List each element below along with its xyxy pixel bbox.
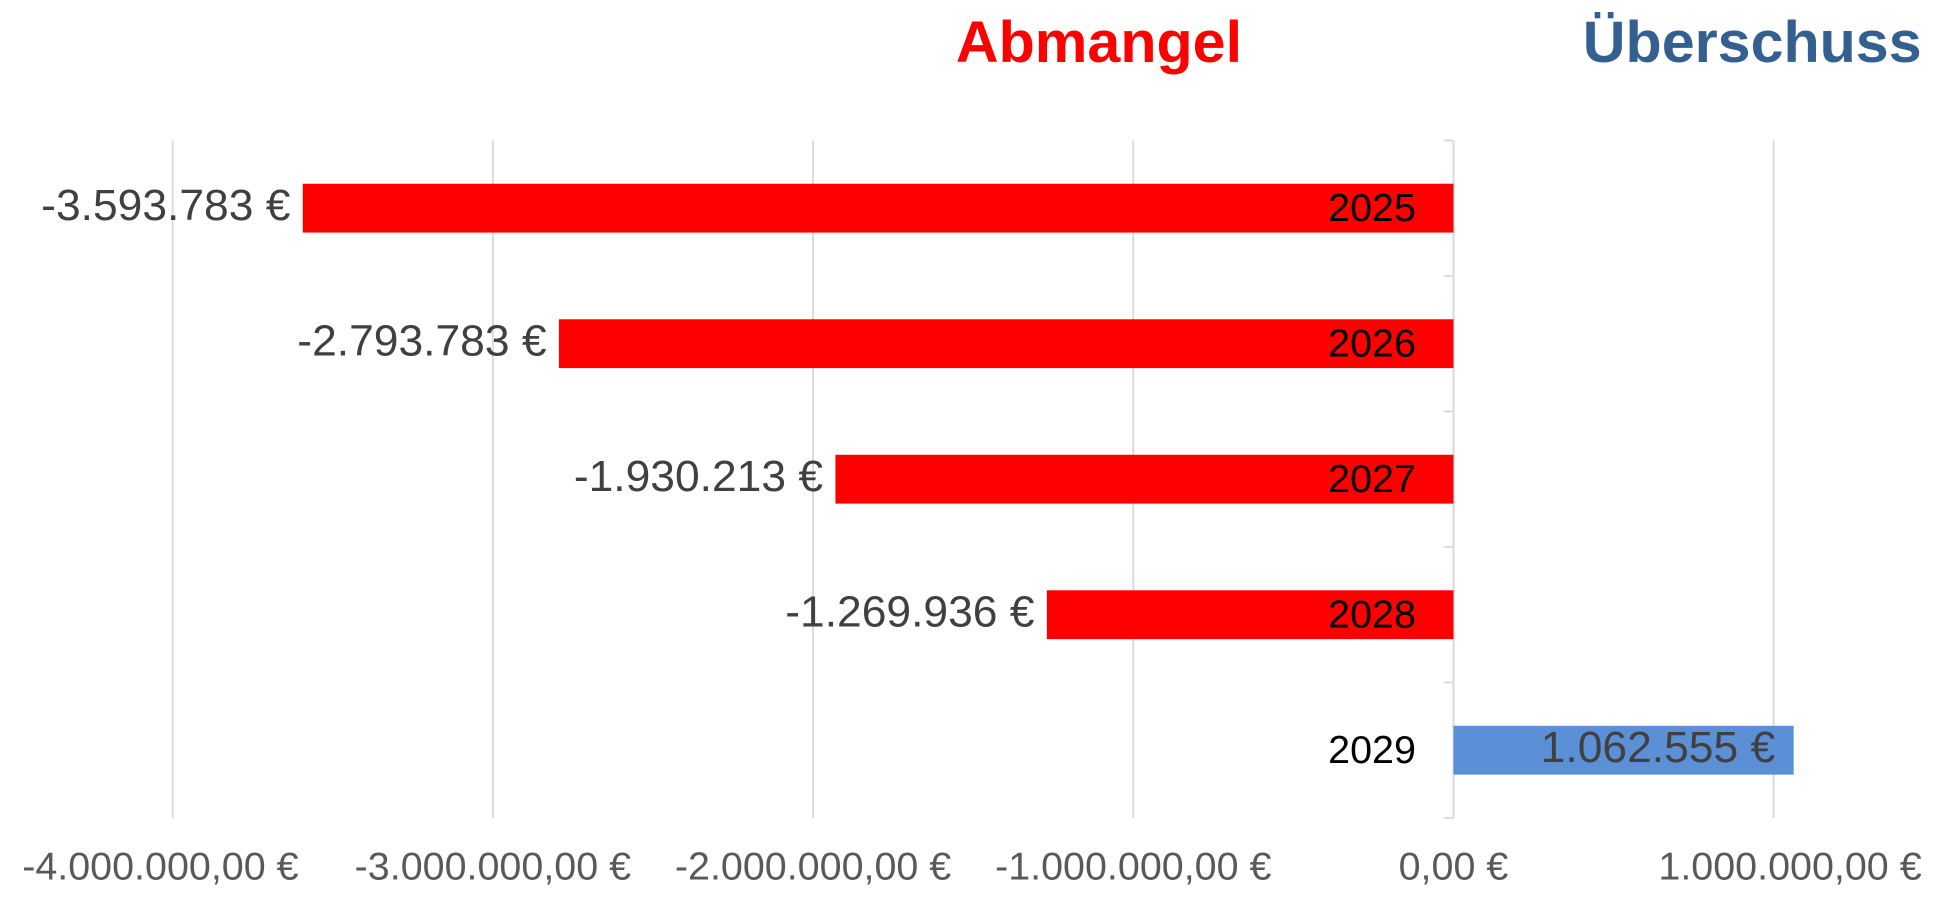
annotation: Überschuss (1583, 10, 1922, 75)
category-label: 2029 (1328, 728, 1416, 772)
category-label: 2028 (1328, 593, 1416, 637)
value-label: -2.793.783 € (297, 316, 546, 365)
x-tick-label: 1.000.000,00 € (1658, 845, 1921, 889)
category-label: 2025 (1328, 186, 1416, 230)
category-label: 2027 (1328, 457, 1416, 501)
bar (835, 454, 1454, 504)
bar (1453, 725, 1794, 775)
x-tick-label: 0,00 € (1399, 845, 1509, 889)
value-label: -3.593.783 € (41, 181, 290, 230)
x-tick-label: -3.000.000,00 € (355, 845, 632, 889)
bar (1046, 590, 1454, 640)
x-tick-label: -1.000.000,00 € (995, 845, 1272, 889)
x-tick-label: -2.000.000,00 € (675, 845, 952, 889)
bar (558, 319, 1454, 369)
category-label: 2026 (1328, 322, 1416, 366)
value-label: -1.269.936 € (785, 588, 1034, 637)
bar (302, 183, 1454, 233)
annotation: Abmangel (956, 10, 1242, 75)
value-label: 1.062.555 € (1541, 723, 1775, 772)
x-tick-label: -4.000.000,00 € (22, 845, 299, 889)
value-label: -1.930.213 € (574, 452, 823, 501)
